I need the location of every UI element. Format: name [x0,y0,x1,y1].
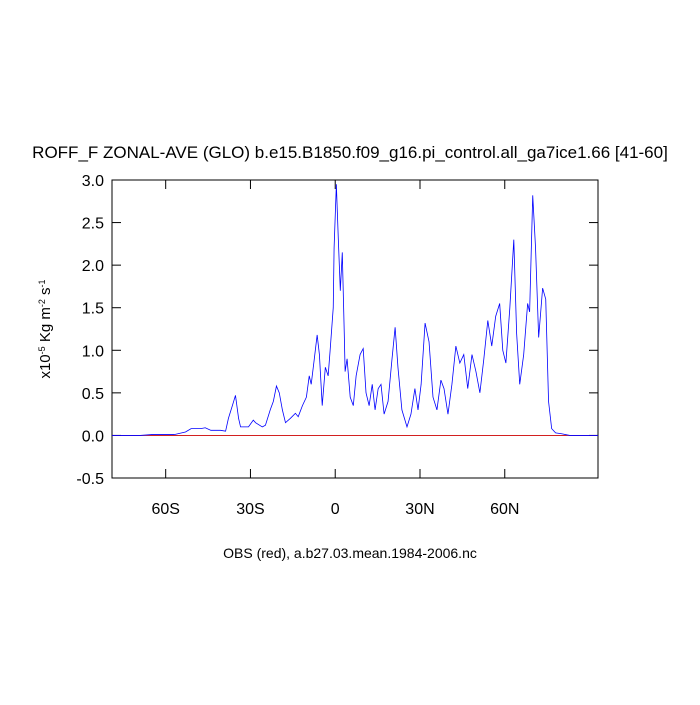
chart-title: ROFF_F ZONAL-AVE (GLO) b.e15.B1850.f09_g… [32,143,668,162]
y-tick-label: -0.5 [76,471,104,488]
y-tick-label: 1.0 [82,343,104,360]
x-tick-label: 0 [331,501,340,518]
y-tick-label: 2.0 [82,258,104,275]
y-axis-label-part: -2 [37,299,47,307]
x-tick-label: 60S [151,501,179,518]
y-tick-label: 0.0 [82,428,104,445]
caption: OBS (red), a.b27.03.mean.1984-2006.nc [223,545,477,561]
y-axis-label: x10-5 Kg m-2 s-1 [37,279,54,378]
y-tick-label: 2.5 [82,216,104,233]
plot-frame [111,179,599,479]
y-tick-label: 3.0 [82,173,104,190]
y-axis-label-part: -5 [37,346,47,354]
y-tick-label: 1.5 [82,301,104,318]
x-tick-label: 60N [490,501,519,518]
x-tick-label: 30S [236,501,264,518]
y-axis-label-part: s [37,287,54,299]
y-axis-label-part: x10 [37,354,54,378]
y-tick-label: 0.5 [82,386,104,403]
y-axis-label-part: -1 [37,279,47,287]
y-axis-label-part: Kg m [37,307,54,346]
data-line [112,184,598,436]
x-tick-label: 30N [405,501,434,518]
